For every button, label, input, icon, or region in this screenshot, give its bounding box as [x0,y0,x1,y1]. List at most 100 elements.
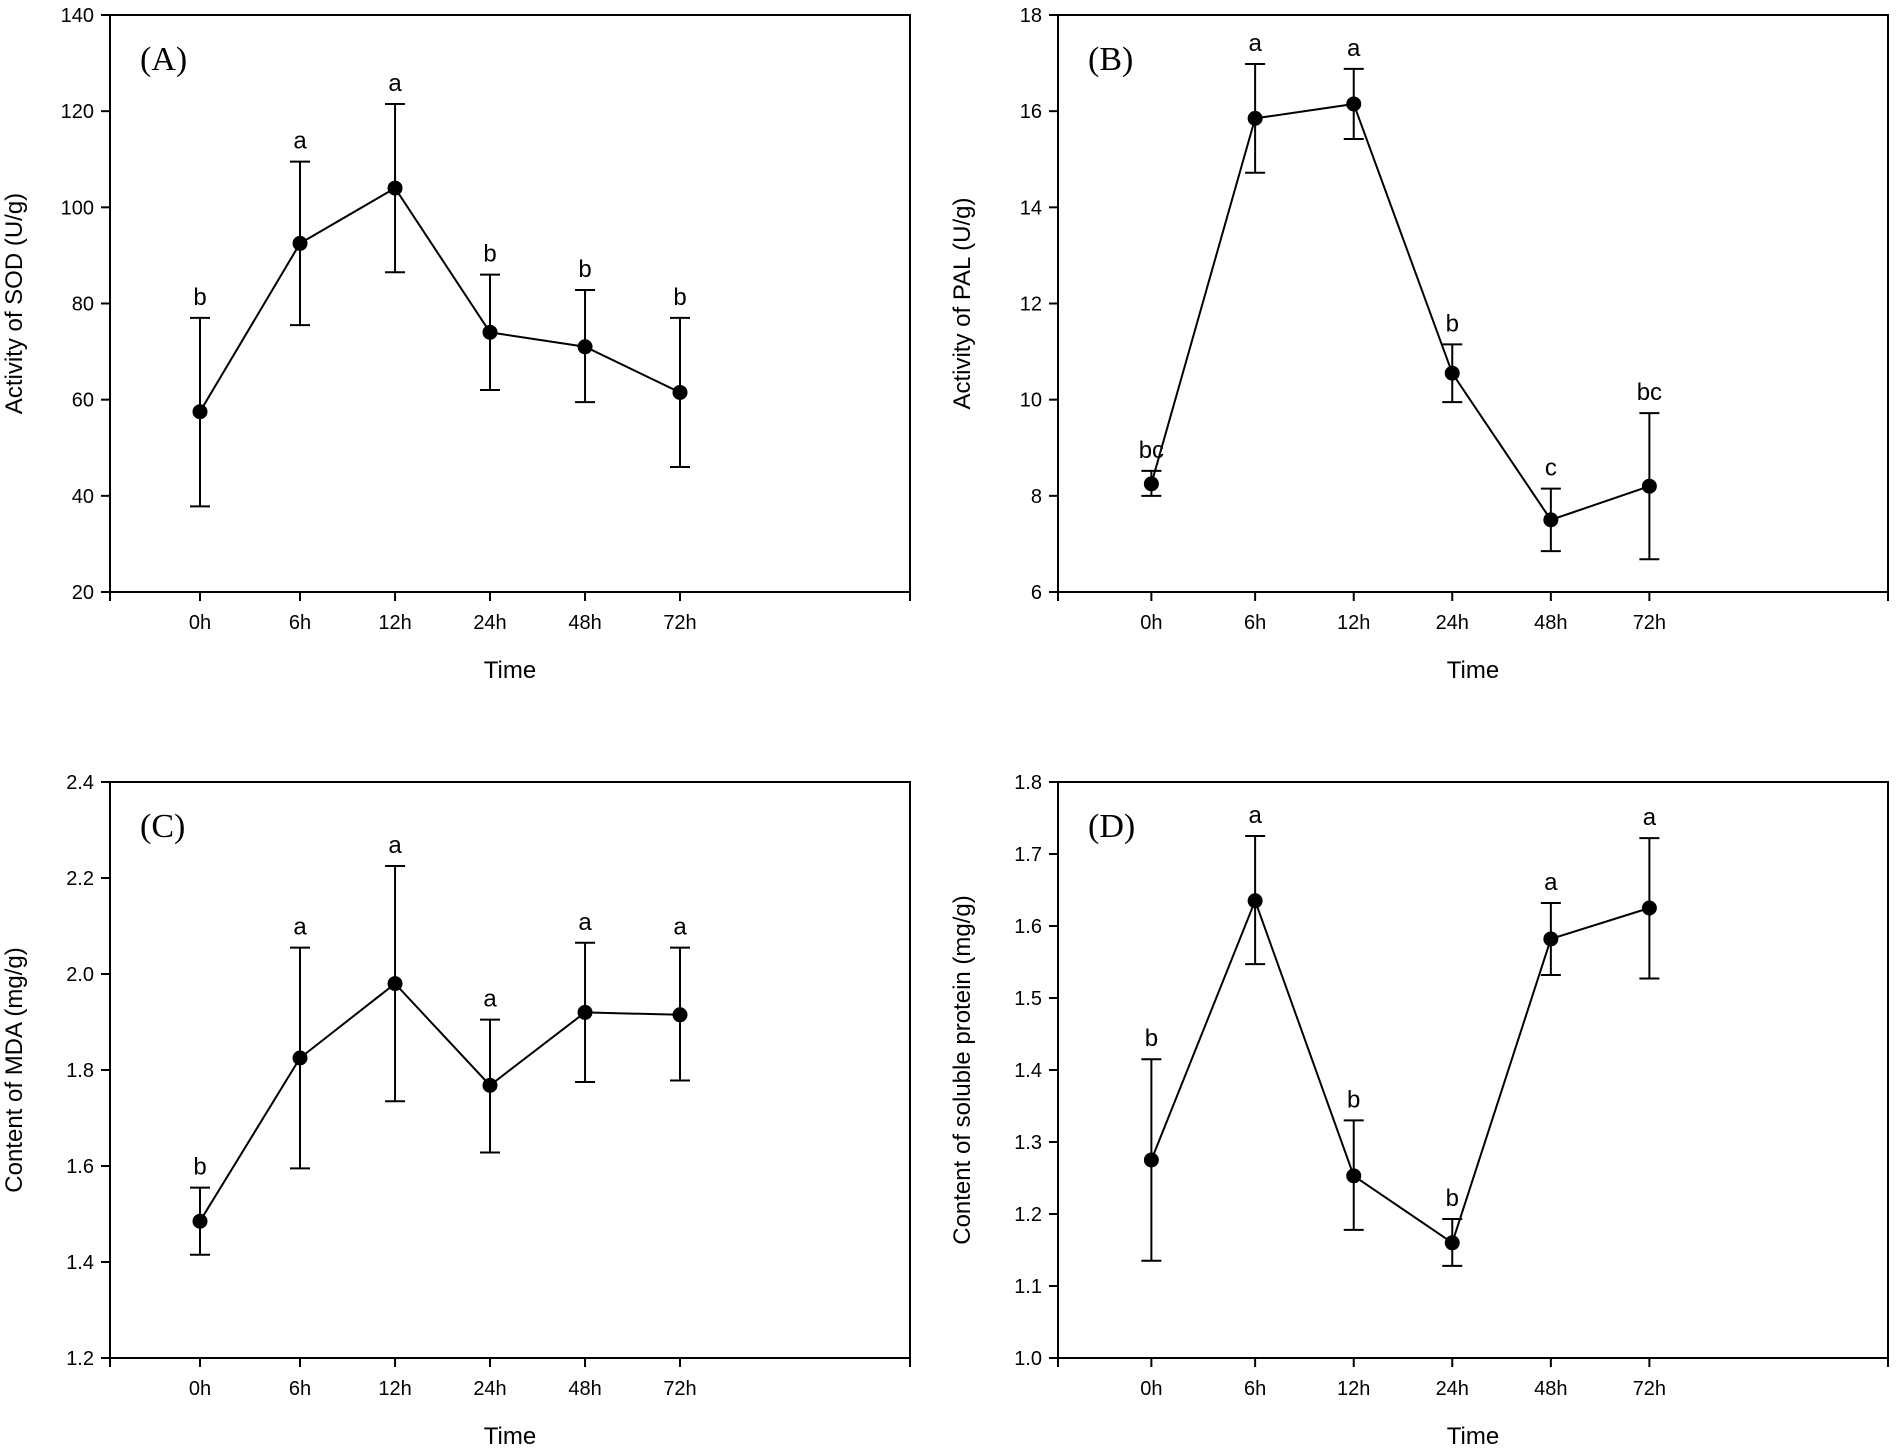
x-tick-label: 6h [1244,612,1266,634]
data-point [482,1077,498,1093]
data-point [1641,900,1657,916]
y-tick-label: 12 [1020,294,1042,316]
x-tick-label: 12h [1337,612,1370,634]
x-tick-label: 24h [1436,1378,1469,1400]
significance-label: b [193,284,206,311]
y-tick-label: 1.4 [66,1252,94,1274]
significance-label: a [1248,30,1262,57]
x-tick-label: 0h [189,612,211,634]
y-tick-label: 18 [1020,5,1042,27]
y-axis-title: Content of soluble protein (mg/g) [949,895,976,1245]
data-point [672,384,688,400]
y-tick-label: 1.3 [1014,1132,1042,1154]
x-tick-label: 72h [1633,1378,1666,1400]
data-point [672,1007,688,1023]
x-tick-label: 0h [1140,1378,1162,1400]
significance-label: b [578,256,591,283]
y-tick-label: 6 [1031,582,1042,604]
y-axis-title: Activity of SOD (U/g) [1,193,28,414]
y-tick-label: 8 [1031,486,1042,508]
data-point [292,1050,308,1066]
significance-label: bc [1637,379,1662,406]
significance-label: a [578,909,592,936]
y-tick-label: 100 [61,197,94,219]
plot-frame [1057,781,1889,1359]
y-axis-title: Activity of PAL (U/g) [949,197,976,409]
data-point [387,976,403,992]
y-tick-label: 10 [1020,390,1042,412]
panel-label: (A) [140,41,187,78]
chart-panel-a: 20 40 60 80 100 120 140 0h 6h 12h 24h 48h 72h Time Act… [1,5,911,684]
series-line [199,186,681,413]
x-tick-label: 24h [1436,612,1469,634]
y-tick-label: 80 [72,294,94,316]
data-point [292,235,308,251]
panel-label: (B) [1088,41,1133,78]
x-tick-label: 72h [663,612,696,634]
x-tick-label: 48h [1534,612,1567,634]
y-tick-label: 1.4 [1014,1060,1042,1082]
significance-label: b [1347,1086,1360,1113]
significance-label: a [1643,804,1657,831]
x-tick-label: 12h [378,612,411,634]
plot-frame [109,14,911,593]
significance-label: a [483,986,497,1013]
significance-label: a [1248,802,1262,829]
data-point [1543,931,1559,947]
significance-label: b [193,1154,206,1181]
data-point [1444,365,1460,381]
y-tick-label: 140 [61,5,94,27]
significance-label: a [1544,869,1558,896]
data-point [577,339,593,355]
data-point [192,1213,208,1229]
significance-label: b [1446,310,1459,337]
significance-label: a [293,128,307,155]
x-tick-label: 6h [289,1378,311,1400]
significance-label: b [483,241,496,268]
x-tick-label: 0h [189,1378,211,1400]
significance-label: a [1347,35,1361,62]
y-tick-label: 1.0 [1014,1348,1042,1370]
x-tick-label: 12h [1337,1378,1370,1400]
data-point [387,180,403,196]
x-tick-label: 24h [473,612,506,634]
significance-label: b [673,284,686,311]
x-axis-title: Time [1447,657,1499,684]
data-point [1641,478,1657,494]
y-tick-label: 16 [1020,101,1042,123]
x-axis-title: Time [484,657,536,684]
x-tick-label: 48h [568,612,601,634]
data-point [1543,512,1559,528]
significance-label: bc [1139,437,1164,464]
x-tick-label: 12h [378,1378,411,1400]
y-tick-label: 14 [1020,197,1042,219]
y-tick-label: 1.8 [1014,772,1042,794]
data-point [1346,96,1362,112]
data-point [577,1004,593,1020]
panel-label: (C) [140,808,185,845]
y-tick-label: 1.6 [1014,916,1042,938]
data-point [1143,476,1159,492]
significance-label: b [1145,1025,1158,1052]
chart-panel-b: 6 8 10 12 14 16 18 0h 6h 12h 24h 48h 72h Time Activity… [949,5,1889,684]
y-tick-label: 1.2 [66,1348,94,1370]
data-point [1247,110,1263,126]
y-tick-label: 2.4 [66,772,94,794]
y-tick-label: 2.2 [66,868,94,890]
x-tick-label: 48h [568,1378,601,1400]
y-tick-label: 1.5 [1014,988,1042,1010]
y-tick-label: 1.2 [1014,1204,1042,1226]
x-tick-label: 72h [1633,612,1666,634]
x-tick-label: 24h [473,1378,506,1400]
y-tick-label: 60 [72,390,94,412]
plot-frame [1057,14,1889,593]
x-tick-label: 6h [289,612,311,634]
x-tick-label: 48h [1534,1378,1567,1400]
chart-panel-d: 1.0 1.1 1.2 1.3 1.4 1.5 1.6 1.7 1.8 0h 6h 12h 24h 48h… [949,772,1889,1450]
y-axis-title: Content of MDA (mg/g) [1,947,28,1192]
data-point [482,324,498,340]
data-point [1143,1152,1159,1168]
significance-label: b [1446,1185,1459,1212]
y-tick-label: 1.1 [1014,1276,1042,1298]
